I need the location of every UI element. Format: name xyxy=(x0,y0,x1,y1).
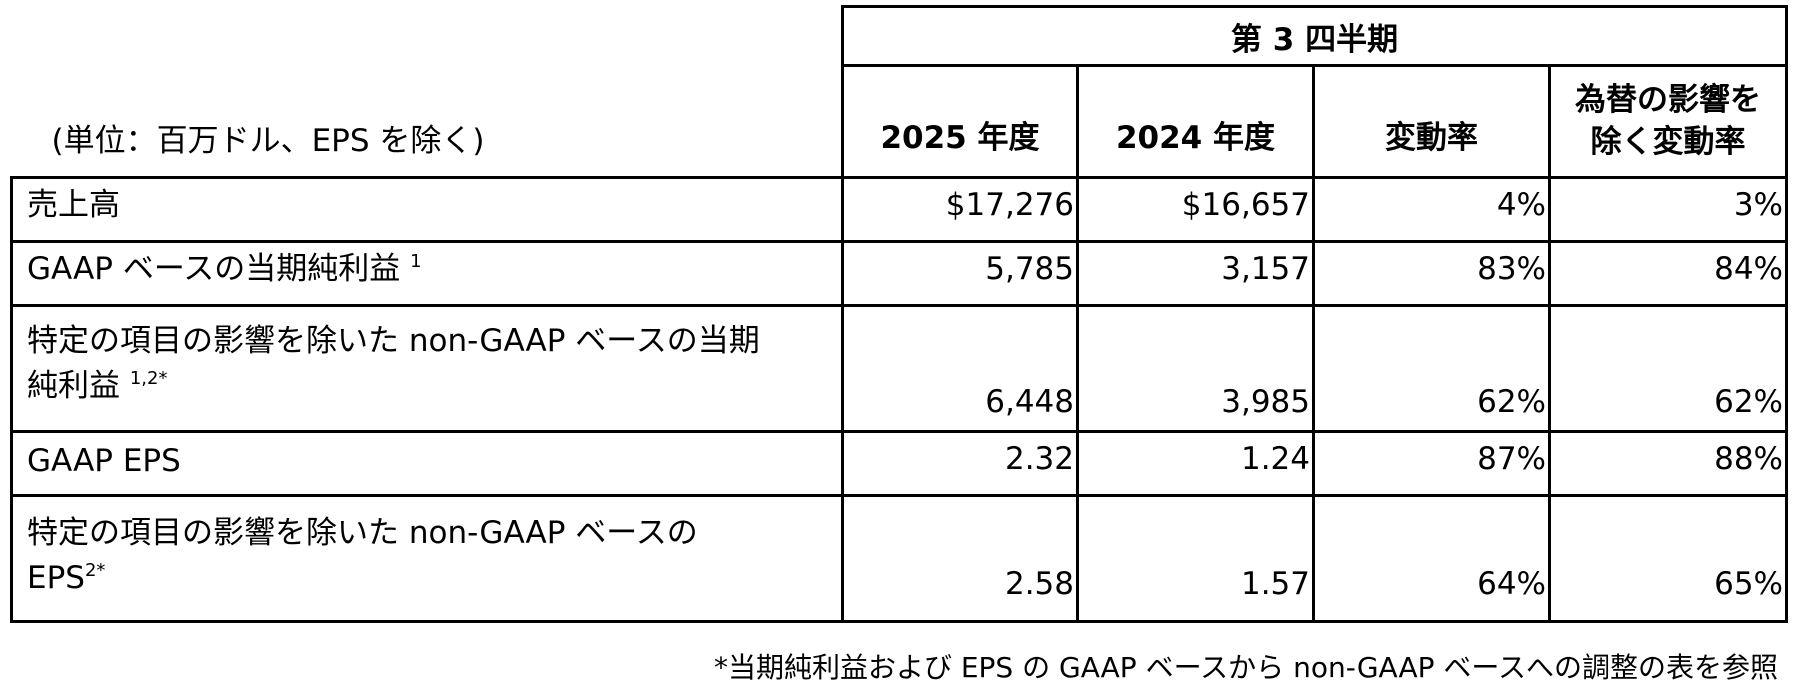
value-2025: 6,448 xyxy=(841,304,1079,433)
row-label-cell: 特定の項目の影響を除いた non-GAAP ベースの EPS2* xyxy=(10,494,844,623)
column-header-fx-change: 為替の影響を 除く変動率 xyxy=(1548,64,1788,179)
value-2024: 3,157 xyxy=(1076,240,1315,307)
table-row-non-gaap-net-income: 特定の項目の影響を除いた non-GAAP ベースの当期 純利益 1,2* 6,4… xyxy=(10,304,1788,433)
table-row-gaap-net-income: GAAP ベースの当期純利益 1 5,785 3,157 83% 84% xyxy=(10,240,1788,307)
fx-header-line2: 除く変動率 xyxy=(1590,123,1746,160)
value-2025: 2.32 xyxy=(841,430,1079,497)
row-label-cell: GAAP ベースの当期純利益 1 xyxy=(10,240,844,307)
value-fx-change: 65% xyxy=(1548,494,1788,623)
table-row-non-gaap-eps: 特定の項目の影響を除いた non-GAAP ベースの EPS2* 2.58 1.5… xyxy=(10,494,1788,623)
row-label-line1: 特定の項目の影響を除いた non-GAAP ベースの当期 xyxy=(27,323,760,359)
value-fx-change: 88% xyxy=(1548,430,1788,497)
value-2024: 1.24 xyxy=(1076,430,1315,497)
value-2024: 1.57 xyxy=(1076,494,1315,623)
period-header: 第 3 四半期 xyxy=(841,5,1788,67)
value-change: 83% xyxy=(1312,240,1551,307)
row-label: 売上高 xyxy=(10,176,844,243)
value-change: 62% xyxy=(1312,304,1551,433)
table-row-revenue: 売上高 $17,276 $16,657 4% 3% xyxy=(10,176,1788,243)
footnote-marker: 2* xyxy=(84,559,106,581)
row-label-line1: 特定の項目の影響を除いた non-GAAP ベースの xyxy=(27,515,698,551)
value-fx-change: 84% xyxy=(1548,240,1788,307)
row-label: GAAP EPS xyxy=(10,430,844,497)
value-2024: $16,657 xyxy=(1076,176,1315,243)
value-fx-change: 62% xyxy=(1548,304,1788,433)
value-fx-change: 3% xyxy=(1548,176,1788,243)
value-2025: $17,276 xyxy=(841,176,1079,243)
footnote-marker: 1,2* xyxy=(129,367,168,389)
unit-label: (単位：百万ドル、EPS を除く) xyxy=(11,6,844,179)
table-row-gaap-eps: GAAP EPS 2.32 1.24 87% 88% xyxy=(10,430,1788,497)
column-header-change: 変動率 xyxy=(1312,64,1551,179)
header-row-columns: 2025 年度 2024 年度 変動率 為替の影響を 除く変動率 xyxy=(12,64,1788,179)
value-change: 4% xyxy=(1312,176,1551,243)
value-2025: 5,785 xyxy=(841,240,1079,307)
header-row-period: (単位：百万ドル、EPS を除く) 第 3 四半期 xyxy=(11,5,1788,179)
column-header-2025: 2025 年度 xyxy=(841,64,1079,179)
financial-summary-table: (単位：百万ドル、EPS を除く) 第 3 四半期 2025 年度 2024 年… xyxy=(10,5,1788,623)
value-2024: 3,985 xyxy=(1076,304,1315,433)
footnote: *当期純利益および EPS の GAAP ベースから non-GAAP ベースへ… xyxy=(713,651,1778,684)
value-change: 87% xyxy=(1312,430,1551,497)
row-label-line2: EPS xyxy=(27,559,85,596)
value-2025: 2.58 xyxy=(841,494,1079,623)
value-change: 64% xyxy=(1312,494,1551,623)
row-label-line2: 純利益 xyxy=(27,367,120,404)
row-label: GAAP ベースの当期純利益 xyxy=(27,251,401,287)
row-label-cell: 特定の項目の影響を除いた non-GAAP ベースの当期 純利益 1,2* xyxy=(10,304,844,433)
column-header-2024: 2024 年度 xyxy=(1076,64,1315,179)
footnote-marker: 1 xyxy=(410,251,422,272)
fx-header-line1: 為替の影響を xyxy=(1575,81,1761,118)
